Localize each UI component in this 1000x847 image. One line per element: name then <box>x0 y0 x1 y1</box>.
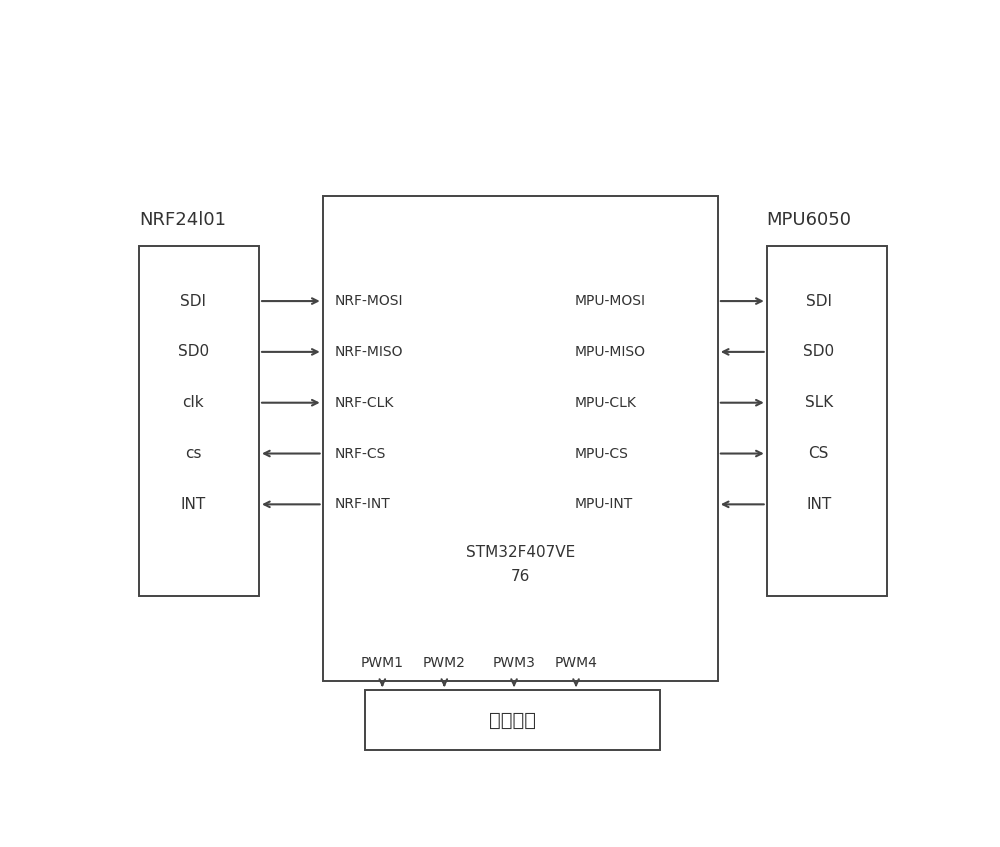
Text: NRF-CS: NRF-CS <box>334 446 386 461</box>
Bar <box>139 246 259 596</box>
Text: MPU-CS: MPU-CS <box>574 446 628 461</box>
Text: MPU-MISO: MPU-MISO <box>574 345 646 359</box>
Text: PWM2: PWM2 <box>423 656 466 670</box>
Text: PWM3: PWM3 <box>493 656 535 670</box>
Text: MPU-INT: MPU-INT <box>574 497 633 512</box>
Text: INT: INT <box>181 497 206 512</box>
Bar <box>323 196 718 681</box>
Bar <box>767 246 887 596</box>
Text: SDI: SDI <box>806 294 832 308</box>
Text: NRF-MOSI: NRF-MOSI <box>334 294 403 308</box>
Text: SLK: SLK <box>804 396 833 410</box>
Bar <box>365 690 660 750</box>
Text: CS: CS <box>808 446 829 461</box>
Text: NRF-CLK: NRF-CLK <box>334 396 394 410</box>
Text: PWM1: PWM1 <box>361 656 404 670</box>
Text: NRF-INT: NRF-INT <box>334 497 390 512</box>
Text: STM32F407VE: STM32F407VE <box>466 545 575 560</box>
Text: SD0: SD0 <box>178 345 209 359</box>
Text: clk: clk <box>182 396 204 410</box>
Text: NRF24l01: NRF24l01 <box>139 211 226 229</box>
Text: MPU-CLK: MPU-CLK <box>574 396 636 410</box>
Text: SDI: SDI <box>180 294 206 308</box>
Text: NRF-MISO: NRF-MISO <box>334 345 403 359</box>
Text: MPU6050: MPU6050 <box>767 211 852 229</box>
Text: MPU-MOSI: MPU-MOSI <box>574 294 646 308</box>
Text: 76: 76 <box>511 569 530 584</box>
Text: SD0: SD0 <box>803 345 834 359</box>
Text: cs: cs <box>185 446 201 461</box>
Text: 电机驱动: 电机驱动 <box>489 711 536 729</box>
Text: INT: INT <box>806 497 831 512</box>
Text: PWM4: PWM4 <box>555 656 597 670</box>
